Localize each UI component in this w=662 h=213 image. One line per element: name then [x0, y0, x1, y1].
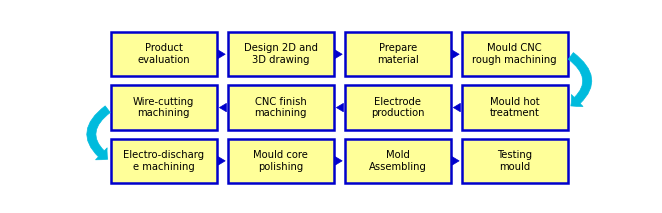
FancyBboxPatch shape	[345, 32, 451, 76]
FancyBboxPatch shape	[228, 139, 334, 183]
FancyBboxPatch shape	[228, 85, 334, 130]
FancyBboxPatch shape	[111, 85, 216, 130]
Text: Mould core
polishing: Mould core polishing	[254, 150, 308, 172]
Text: Mould CNC
rough machining: Mould CNC rough machining	[473, 43, 557, 65]
FancyBboxPatch shape	[462, 85, 567, 130]
FancyBboxPatch shape	[345, 85, 451, 130]
Text: Electrode
production: Electrode production	[371, 97, 424, 118]
Text: CNC finish
machining: CNC finish machining	[254, 97, 307, 118]
Text: Testing
mould: Testing mould	[497, 150, 532, 172]
FancyBboxPatch shape	[111, 139, 216, 183]
Text: Mould hot
treatment: Mould hot treatment	[490, 97, 540, 118]
Text: Product
evaluation: Product evaluation	[138, 43, 190, 65]
Text: Wire-cutting
machining: Wire-cutting machining	[133, 97, 195, 118]
Text: Prepare
material: Prepare material	[377, 43, 418, 65]
FancyBboxPatch shape	[111, 32, 216, 76]
Text: Design 2D and
3D drawing: Design 2D and 3D drawing	[244, 43, 318, 65]
FancyBboxPatch shape	[462, 32, 567, 76]
FancyBboxPatch shape	[228, 32, 334, 76]
Text: Electro-discharg
e machining: Electro-discharg e machining	[123, 150, 205, 172]
FancyBboxPatch shape	[345, 139, 451, 183]
Text: Mold
Assembling: Mold Assembling	[369, 150, 427, 172]
FancyBboxPatch shape	[462, 139, 567, 183]
